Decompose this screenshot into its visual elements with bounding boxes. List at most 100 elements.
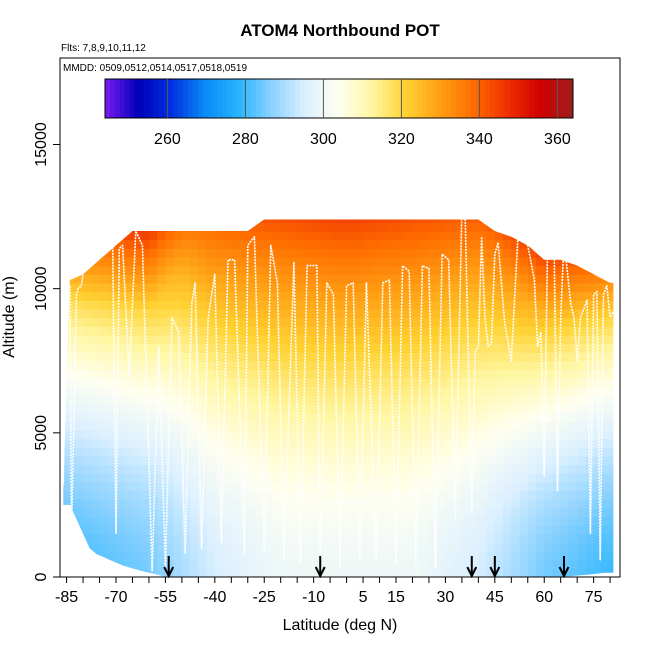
heatmap-cell bbox=[66, 404, 76, 414]
heatmap-cell bbox=[428, 231, 438, 241]
heatmap-cell bbox=[99, 386, 109, 396]
heatmap-cell bbox=[453, 231, 463, 241]
heatmap-cell bbox=[132, 326, 142, 336]
heatmap-cell bbox=[585, 282, 595, 293]
heatmap-cell bbox=[190, 490, 199, 500]
heatmap-cell bbox=[428, 559, 438, 569]
heatmap-cell bbox=[593, 274, 603, 284]
heatmap-cell bbox=[568, 300, 578, 310]
heatmap-cell bbox=[99, 334, 109, 345]
heatmap-cell bbox=[330, 291, 339, 301]
heatmap-cell bbox=[198, 360, 208, 370]
heatmap-cell bbox=[124, 421, 134, 431]
heatmap-cell bbox=[428, 352, 438, 362]
heatmap-cell bbox=[256, 256, 265, 267]
heatmap-cell bbox=[453, 542, 463, 552]
heatmap-cell bbox=[116, 533, 125, 543]
heatmap-cell bbox=[346, 559, 356, 569]
heatmap-cell bbox=[99, 516, 109, 526]
heatmap-cell bbox=[420, 525, 430, 535]
colorbar-swatch bbox=[373, 79, 379, 118]
heatmap-cell bbox=[321, 507, 331, 518]
heatmap-cell bbox=[610, 516, 614, 526]
heatmap-cell bbox=[544, 525, 554, 535]
heatmap-cell bbox=[536, 412, 545, 422]
heatmap-cell bbox=[536, 525, 545, 535]
heatmap-cell bbox=[173, 395, 183, 405]
heatmap-cell bbox=[198, 412, 208, 422]
heatmap-cell bbox=[256, 395, 265, 405]
heatmap-cell bbox=[536, 533, 545, 543]
heatmap-cell bbox=[288, 334, 298, 345]
heatmap-cell bbox=[437, 219, 447, 223]
heatmap-cell bbox=[379, 343, 389, 353]
heatmap-cell bbox=[198, 300, 208, 310]
heatmap-cell bbox=[116, 404, 125, 414]
heatmap-cell bbox=[453, 219, 463, 223]
heatmap-cell bbox=[363, 248, 372, 258]
heatmap-cell bbox=[610, 438, 614, 448]
heatmap-cell bbox=[99, 412, 109, 422]
heatmap-cell bbox=[124, 447, 134, 457]
heatmap-cell bbox=[585, 438, 595, 448]
heatmap-cell bbox=[83, 481, 92, 492]
heatmap-cell bbox=[256, 542, 265, 552]
heatmap-cell bbox=[198, 265, 208, 275]
heatmap-cell bbox=[387, 516, 397, 526]
heatmap-cell bbox=[223, 559, 232, 569]
heatmap-cell bbox=[338, 481, 348, 492]
heatmap-cell bbox=[346, 447, 356, 457]
colorbar-swatch bbox=[134, 79, 140, 118]
x-tick-label: -70 bbox=[104, 589, 127, 606]
heatmap-cell bbox=[116, 551, 125, 561]
heatmap-cell bbox=[116, 421, 125, 431]
heatmap-cell bbox=[288, 248, 298, 258]
heatmap-cell bbox=[239, 291, 249, 301]
heatmap-cell bbox=[577, 291, 587, 301]
heatmap-cell bbox=[190, 533, 199, 543]
heatmap-cell bbox=[552, 300, 562, 310]
heatmap-cell bbox=[412, 219, 422, 223]
heatmap-cell bbox=[354, 317, 364, 327]
heatmap-cell bbox=[66, 334, 76, 345]
heatmap-cell bbox=[124, 395, 134, 405]
colorbar-swatch bbox=[339, 79, 345, 118]
heatmap-cell bbox=[346, 551, 356, 561]
heatmap-cell bbox=[280, 568, 290, 577]
heatmap-cell bbox=[346, 256, 356, 267]
heatmap-cell bbox=[330, 438, 339, 448]
heatmap-cell bbox=[214, 412, 224, 422]
heatmap-cell bbox=[461, 473, 471, 483]
heatmap-cell bbox=[577, 516, 587, 526]
heatmap-cell bbox=[445, 551, 455, 561]
heatmap-cell bbox=[247, 559, 257, 569]
heatmap-cell bbox=[585, 369, 595, 379]
heatmap-cell bbox=[288, 533, 298, 543]
heatmap-cell bbox=[387, 282, 397, 293]
heatmap-cell bbox=[428, 317, 438, 327]
heatmap-cell bbox=[470, 490, 479, 500]
heatmap-cell bbox=[173, 516, 183, 526]
heatmap-cell bbox=[470, 378, 479, 388]
heatmap-cell bbox=[453, 568, 463, 577]
heatmap-cell bbox=[519, 308, 529, 319]
heatmap-cell bbox=[99, 429, 109, 440]
heatmap-cell bbox=[264, 334, 274, 345]
heatmap-cell bbox=[346, 507, 356, 518]
heatmap-cell bbox=[552, 256, 562, 267]
heatmap-cell bbox=[354, 464, 364, 474]
heatmap-cell bbox=[404, 551, 414, 561]
heatmap-cell bbox=[305, 473, 315, 483]
heatmap-cell bbox=[363, 490, 372, 500]
heatmap-cell bbox=[190, 438, 199, 448]
heatmap-cell bbox=[453, 507, 463, 518]
heatmap-cell bbox=[173, 369, 183, 379]
heatmap-cell bbox=[173, 378, 183, 388]
heatmap-cell bbox=[527, 378, 537, 388]
heatmap-cell bbox=[610, 360, 614, 370]
heatmap-cell bbox=[544, 352, 554, 362]
heatmap-cell bbox=[148, 352, 158, 362]
heatmap-cell bbox=[412, 473, 422, 483]
heatmap-cell bbox=[305, 282, 315, 293]
heatmap-cell bbox=[198, 404, 208, 414]
